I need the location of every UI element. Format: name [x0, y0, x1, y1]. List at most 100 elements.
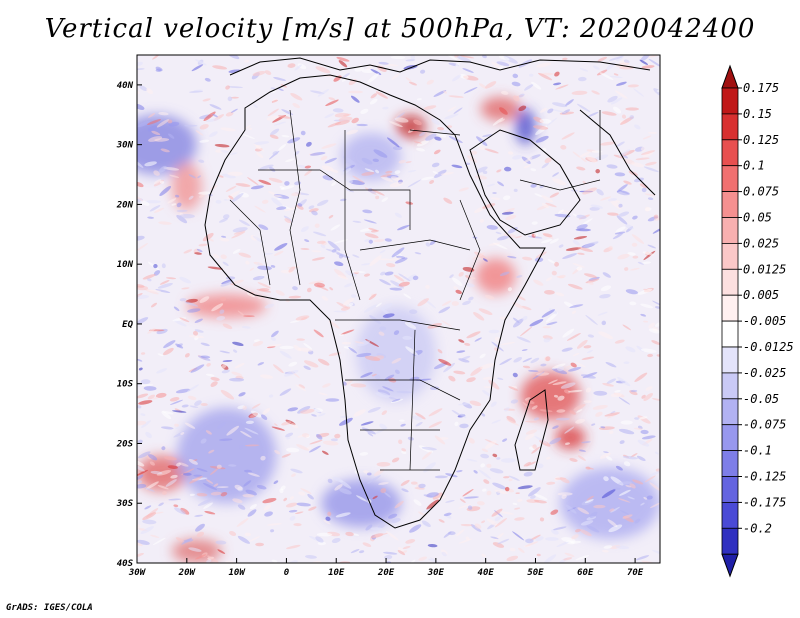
field-speckle	[492, 117, 504, 126]
field-speckle	[463, 496, 479, 499]
field-speckle	[584, 499, 594, 504]
field-speckle	[370, 527, 383, 531]
field-speckle	[470, 524, 482, 533]
field-speckle	[375, 91, 388, 99]
field-speckle	[270, 87, 276, 90]
field-speckle	[207, 555, 219, 563]
field-speckle	[351, 117, 359, 124]
field-speckle	[279, 186, 285, 190]
field-speckle	[492, 191, 497, 195]
field-speckle	[216, 421, 227, 429]
field-speckle	[281, 421, 292, 426]
field-speckle	[377, 524, 385, 529]
field-speckle	[287, 63, 296, 68]
field-speckle	[140, 413, 146, 416]
field-speckle	[137, 284, 145, 288]
field-speckle	[479, 218, 484, 223]
field-speckle	[508, 475, 520, 481]
field-speckle	[517, 547, 525, 553]
field-speckle	[506, 419, 520, 426]
field-speckle	[412, 275, 419, 281]
field-speckle	[342, 381, 347, 386]
field-speckle	[481, 413, 486, 417]
field-speckle	[541, 309, 555, 318]
field-speckle	[360, 372, 373, 378]
field-speckle	[478, 83, 487, 89]
field-speckle	[510, 399, 519, 404]
field-speckle	[579, 67, 589, 72]
field-speckle	[572, 352, 580, 357]
field-speckle	[467, 505, 473, 510]
field-speckle	[137, 480, 142, 484]
field-speckle	[565, 442, 570, 445]
field-speckle	[640, 348, 657, 353]
field-speckle	[639, 183, 648, 189]
field-speckle	[402, 546, 411, 549]
field-speckle	[281, 453, 291, 458]
field-speckle	[482, 488, 487, 492]
field-speckle	[227, 86, 243, 89]
field-speckle	[158, 502, 164, 507]
field-speckle	[325, 248, 341, 254]
field-speckle	[306, 141, 312, 147]
field-speckle	[562, 57, 568, 61]
field-speckle	[137, 542, 143, 547]
field-speckle	[375, 169, 380, 174]
field-speckle	[284, 181, 290, 186]
lon-tick-label: 20E	[377, 568, 395, 578]
field-speckle	[344, 283, 353, 288]
field-speckle	[466, 377, 476, 383]
field-speckle	[547, 259, 556, 264]
field-speckle	[473, 312, 485, 321]
field-speckle	[252, 275, 265, 281]
field-speckle	[490, 197, 501, 200]
field-speckle	[296, 444, 310, 451]
field-speckle	[152, 55, 160, 60]
field-speckle	[328, 352, 341, 357]
field-patch-madagascar-updraft	[555, 425, 586, 450]
field-speckle	[459, 55, 475, 59]
field-speckle	[314, 408, 323, 413]
field-speckle	[256, 484, 267, 490]
field-speckle	[184, 422, 196, 429]
field-patch-southern-africa-downdraft	[321, 479, 401, 528]
field-speckle	[452, 74, 462, 82]
field-speckle	[614, 339, 625, 344]
field-speckle	[227, 55, 240, 60]
field-speckle	[262, 497, 277, 504]
field-speckle	[585, 466, 591, 470]
field-speckle	[405, 161, 412, 164]
field-speckle	[356, 123, 368, 127]
field-speckle	[410, 55, 415, 60]
field-speckle	[229, 530, 237, 537]
field-speckle	[490, 536, 499, 540]
field-speckle	[521, 349, 528, 352]
field-speckle	[363, 304, 378, 313]
field-speckle	[407, 179, 422, 188]
field-speckle	[653, 217, 660, 221]
field-speckle	[296, 204, 304, 210]
field-speckle	[149, 205, 161, 212]
field-speckle	[137, 243, 149, 252]
field-speckle	[374, 427, 388, 435]
field-speckle	[613, 106, 622, 114]
field-speckle	[624, 267, 629, 271]
field-speckle	[228, 195, 234, 200]
field-speckle	[505, 486, 510, 492]
field-speckle	[198, 159, 205, 163]
field-speckle	[562, 328, 575, 338]
field-speckle	[455, 289, 462, 295]
field-speckle	[337, 274, 349, 280]
field-speckle	[564, 99, 574, 107]
field-speckle	[209, 131, 218, 138]
field-speckle	[264, 70, 272, 75]
field-speckle	[640, 313, 647, 317]
field-speckle	[577, 507, 590, 515]
field-speckle	[555, 84, 569, 90]
field-speckle	[567, 283, 583, 290]
field-speckle	[247, 509, 257, 517]
field-speckle	[644, 475, 656, 483]
field-speckle	[644, 206, 650, 212]
field-speckle	[153, 263, 158, 269]
field-speckle	[413, 119, 422, 126]
